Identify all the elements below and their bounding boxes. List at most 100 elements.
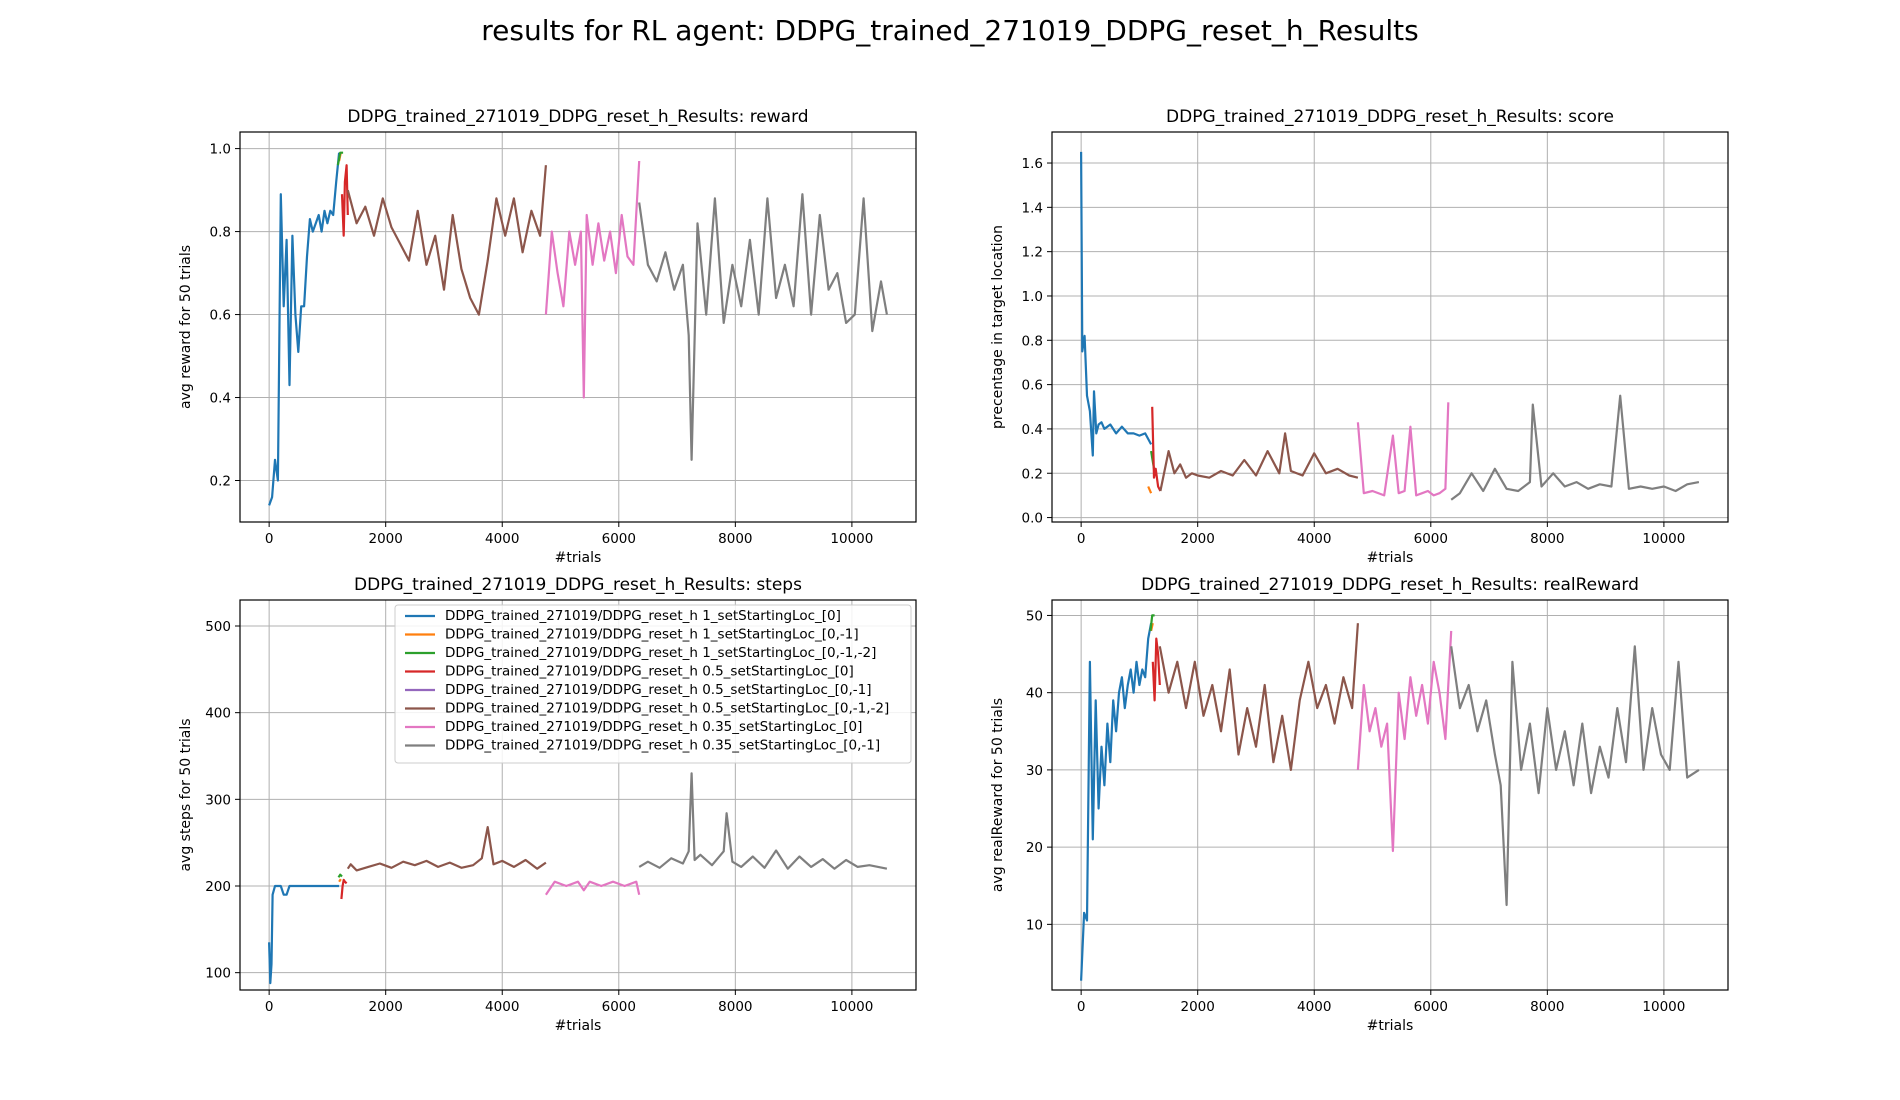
y-tick-label: 1.4: [1022, 200, 1043, 216]
series-line-red: [340, 878, 348, 900]
x-tick-label: 6000: [1414, 531, 1448, 547]
figure-title: results for RL agent: DDPG_trained_27101…: [481, 14, 1419, 47]
y-tick-label: 0.6: [1022, 378, 1043, 394]
y-tick-label: 1.2: [1022, 245, 1043, 261]
series-line-blue: [1079, 151, 1153, 457]
y-tick-label: 20: [1026, 840, 1043, 856]
y-tick-label: 30: [1026, 763, 1043, 779]
series-line-green: [336, 151, 344, 166]
x-tick-label: 2000: [369, 999, 403, 1015]
series-line-green: [1149, 614, 1155, 632]
x-tick-label: 4000: [485, 999, 519, 1015]
y-tick-label: 300: [205, 792, 231, 808]
x-tick-label: 8000: [1530, 999, 1564, 1015]
y-tick-label: 0.2: [1022, 466, 1043, 482]
axes-frame: [239, 599, 917, 991]
x-tick-label: 10000: [1642, 999, 1685, 1015]
legend-entry-label: DDPG_trained_271019/DDPG_reset_h 0.5_set…: [445, 701, 889, 717]
axes-frame: [1051, 599, 1729, 991]
x-axis-label: #trials: [1367, 1018, 1414, 1034]
series-line-gray: [638, 193, 888, 461]
legend: DDPG_trained_271019/DDPG_reset_h 1_setSt…: [394, 604, 912, 764]
x-axis-label: #trials: [555, 550, 602, 566]
x-axis-label: #trials: [555, 1018, 602, 1034]
y-tick-label: 500: [205, 619, 231, 635]
x-tick-label: 2000: [1181, 531, 1215, 547]
x-tick-label: 10000: [830, 999, 873, 1015]
x-tick-label: 0: [265, 999, 274, 1015]
x-tick-label: 0: [1077, 531, 1086, 547]
x-tick-label: 6000: [602, 999, 636, 1015]
axes-frame: [1051, 131, 1729, 523]
x-tick-label: 10000: [1642, 531, 1685, 547]
axes-frame: [239, 131, 917, 523]
series-line-blue: [1080, 622, 1153, 981]
x-tick-label: 4000: [1297, 999, 1331, 1015]
legend-entry-label: DDPG_trained_271019/DDPG_reset_h 1_setSt…: [445, 608, 841, 624]
x-tick-label: 8000: [718, 999, 752, 1015]
y-axis-label: precentage in target location: [990, 225, 1006, 429]
y-tick-label: 1.0: [210, 142, 231, 158]
series-line-red: [1151, 637, 1161, 702]
y-tick-label: 0.2: [210, 474, 231, 490]
series-line-pink: [1356, 402, 1450, 497]
series-line-pink: [544, 160, 641, 399]
x-tick-label: 4000: [1297, 531, 1331, 547]
series-line-green: [337, 873, 343, 878]
series-line-blue: [268, 884, 340, 985]
series-line-orange: [1147, 486, 1153, 494]
x-tick-label: 6000: [1414, 999, 1448, 1015]
y-axis-label: avg steps for 50 trials: [178, 718, 194, 871]
y-axis-label: avg realReward for 50 trials: [990, 698, 1006, 892]
legend-entry-label: DDPG_trained_271019/DDPG_reset_h 0.5_set…: [445, 664, 854, 680]
y-tick-label: 200: [205, 879, 231, 895]
series-line-gray: [638, 772, 888, 870]
x-axis-label: #trials: [1367, 550, 1414, 566]
x-tick-label: 0: [265, 531, 274, 547]
y-tick-label: 50: [1026, 608, 1043, 624]
chart-panel-score: 0 2000 4000 6000 8000 10000 0.0 0.2 0.4 0.6 0.8 1.0…: [990, 107, 1729, 566]
legend-box: [394, 604, 912, 764]
y-tick-label: 40: [1026, 686, 1043, 702]
chart-title: DDPG_trained_271019_DDPG_reset_h_Results…: [354, 575, 802, 595]
y-tick-label: 0.8: [1022, 333, 1043, 349]
series-line-brown: [1158, 623, 1359, 772]
series-line-red: [1151, 406, 1162, 492]
legend-entry-label: DDPG_trained_271019/DDPG_reset_h 0.35_se…: [445, 738, 880, 754]
y-tick-label: 0.4: [210, 391, 231, 407]
x-tick-label: 10000: [830, 531, 873, 547]
y-tick-label: 1.0: [1022, 289, 1043, 305]
y-tick-label: 1.6: [1022, 156, 1043, 172]
x-tick-label: 2000: [369, 531, 403, 547]
legend-entry-label: DDPG_trained_271019/DDPG_reset_h 1_setSt…: [445, 645, 876, 661]
y-tick-label: 100: [205, 966, 231, 982]
series-line-red: [340, 164, 349, 237]
legend-entry-label: DDPG_trained_271019/DDPG_reset_h 0.5_set…: [445, 682, 872, 698]
chart-title: DDPG_trained_271019_DDPG_reset_h_Results…: [1166, 107, 1614, 127]
x-tick-label: 2000: [1181, 999, 1215, 1015]
series-line-orange: [338, 878, 342, 883]
series-line-brown: [346, 165, 547, 316]
legend-entry-label: DDPG_trained_271019/DDPG_reset_h 1_setSt…: [445, 627, 859, 643]
series-line-brown: [346, 825, 547, 872]
series-line-pink: [1356, 630, 1453, 853]
series-line-pink: [544, 880, 641, 896]
x-tick-label: 0: [1077, 999, 1086, 1015]
y-tick-label: 10: [1026, 917, 1043, 933]
y-tick-label: 0.6: [210, 308, 231, 324]
y-tick-label: 0.4: [1022, 422, 1043, 438]
y-tick-label: 0.8: [210, 225, 231, 241]
x-tick-label: 8000: [1530, 531, 1564, 547]
chart-panel-reward: 0 2000 4000 6000 8000 10000 0.2 0.4 0.6 0.8 1.0 DDP…: [178, 107, 917, 566]
y-tick-label: 400: [205, 706, 231, 722]
x-tick-label: 4000: [485, 531, 519, 547]
chart-title: DDPG_trained_271019_DDPG_reset_h_Results…: [1141, 575, 1639, 595]
x-tick-label: 6000: [602, 531, 636, 547]
x-tick-label: 8000: [718, 531, 752, 547]
chart-panel-realReward: 0 2000 4000 6000 8000 10000 10 20 30 40 50 DDPG_tra…: [990, 575, 1729, 1034]
y-axis-label: avg reward for 50 trials: [178, 245, 194, 409]
series-line-gray: [1450, 645, 1700, 907]
chart-title: DDPG_trained_271019_DDPG_reset_h_Results…: [347, 107, 808, 127]
y-tick-label: 0.0: [1022, 511, 1043, 527]
